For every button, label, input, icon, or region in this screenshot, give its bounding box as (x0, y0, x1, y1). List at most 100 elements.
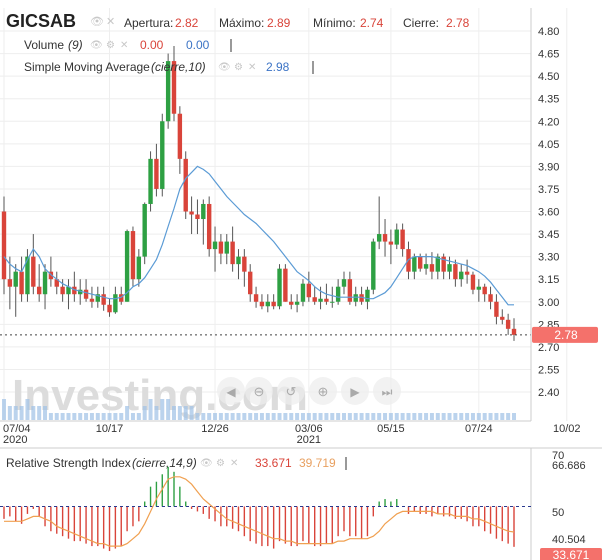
volume-bar (371, 413, 376, 420)
volume-bar (177, 406, 182, 420)
volume-bar (236, 413, 241, 420)
candle-body (54, 279, 59, 287)
candle-body (177, 113, 183, 159)
x-tick-label: 12/26 (201, 423, 229, 435)
candle-body (400, 229, 405, 250)
header: GICSAB 👁 ✕ Apertura: 2.82 Máximo: 2.89 Mí… (6, 11, 470, 74)
volume-settings-icons[interactable]: 👁 ⚙ ✕ (90, 40, 128, 51)
volume-bar (107, 413, 112, 420)
candle-body (500, 316, 505, 320)
volume-bar (172, 406, 176, 420)
volume-bar (43, 406, 48, 420)
candle-body (19, 271, 24, 295)
close-icon[interactable]: ✕ (230, 458, 238, 469)
volume-bar (78, 413, 83, 420)
rsi-param: (cierre,14,9) (132, 456, 197, 470)
volume-bar (318, 413, 323, 420)
x-tick-label: 05/15 (377, 423, 405, 435)
reset-button[interactable]: ↺ (277, 377, 305, 405)
candle-body (253, 294, 259, 302)
volume-bar (342, 413, 346, 420)
volume-bar (195, 413, 200, 420)
volume-bar (277, 413, 282, 420)
open-label: Apertura: (124, 16, 173, 30)
candle-body (60, 286, 65, 295)
volume-bar (166, 399, 171, 420)
eye-icon[interactable]: 👁 (218, 62, 231, 73)
scroll-left-button[interactable]: ◀ (217, 377, 245, 405)
candle-body (154, 158, 159, 189)
y-tick-label: 3.60 (538, 207, 559, 219)
y-tick-label: 3.30 (538, 252, 559, 264)
candle-body (13, 271, 18, 287)
volume-bar (84, 413, 89, 420)
y-tick-label: 3.00 (538, 297, 559, 309)
rsi-settings-icons[interactable]: 👁 ⚙ ✕ (200, 458, 238, 469)
x-tick-sublabel: 2021 (297, 434, 321, 446)
zoom-in-button[interactable]: ⊕ (309, 377, 337, 405)
y-tick-label: 4.80 (538, 26, 559, 38)
close-icon[interactable]: ✕ (120, 40, 128, 51)
candle-body (324, 298, 329, 302)
volume-bar (19, 406, 24, 420)
candle-body (441, 256, 446, 272)
rsi-tick-label: 50 (552, 507, 564, 519)
candle-body (488, 294, 493, 302)
volume-bar (459, 413, 464, 420)
symbol-settings-icons[interactable]: 👁 ✕ (90, 16, 115, 28)
candle-body (482, 286, 487, 295)
sma-param: (cierre,10) (151, 60, 206, 74)
volume-bar (201, 413, 206, 420)
candle-body (189, 211, 194, 215)
volume-bar (412, 413, 417, 420)
gear-icon[interactable]: ⚙ (216, 458, 225, 469)
y-tick-label: 4.65 (538, 49, 559, 61)
volume-param: (9) (68, 38, 83, 52)
candle-body (271, 301, 276, 307)
candle-body (142, 203, 147, 257)
x-tick-label: 07/24 (465, 423, 493, 435)
candle-body (435, 256, 440, 272)
candle-body (218, 241, 224, 254)
volume-bar (336, 413, 341, 420)
volume-bar (383, 413, 388, 420)
y-tick-label: 4.50 (538, 71, 559, 83)
sma-value: 2.98 (266, 60, 290, 74)
volume-bar (476, 413, 481, 420)
sma-settings-icons[interactable]: 👁 ⚙ ✕ (218, 62, 256, 73)
candle-body (25, 256, 30, 295)
reset-icon: ↺ (286, 384, 297, 399)
price-axis-ticks: 4.80 4.65 4.50 4.35 4.20 4.05 3.90 3.75 3.60 3.45… (538, 26, 559, 399)
volume-bar (189, 406, 194, 420)
volume-bar (248, 413, 253, 420)
candle-body (359, 294, 364, 302)
candle-body (277, 268, 282, 307)
gear-icon[interactable]: ⚙ (234, 62, 243, 73)
candle-body (429, 264, 435, 272)
volume-bar (324, 413, 329, 420)
zoom-out-button[interactable]: ⊖ (245, 377, 273, 405)
scroll-end-button[interactable]: ⏭ (373, 377, 401, 405)
eye-icon[interactable]: 👁 (90, 16, 104, 28)
volume-bar (101, 413, 106, 420)
candle-body (66, 286, 71, 295)
candle-body (124, 231, 130, 302)
scroll-right-button[interactable]: ▶ (341, 377, 369, 405)
gear-icon[interactable]: ⚙ (106, 40, 115, 51)
candles (1, 46, 517, 341)
eye-icon[interactable]: 👁 (200, 458, 213, 469)
volume-bar (482, 413, 487, 420)
candle-body (165, 61, 171, 122)
volume-bar (113, 413, 118, 420)
close-icon[interactable]: ✕ (106, 16, 115, 28)
volume-bar (330, 413, 335, 420)
volume-bar (359, 413, 364, 420)
close-icon[interactable]: ✕ (248, 62, 256, 73)
candle-body (330, 301, 335, 303)
volume-bar (388, 413, 393, 420)
candle-body (89, 298, 95, 302)
eye-icon[interactable]: 👁 (90, 40, 103, 51)
rsi-tick-label: 70 (552, 450, 564, 462)
rsi-tick-label: 66.686 (552, 460, 586, 472)
candle-body (283, 268, 288, 302)
